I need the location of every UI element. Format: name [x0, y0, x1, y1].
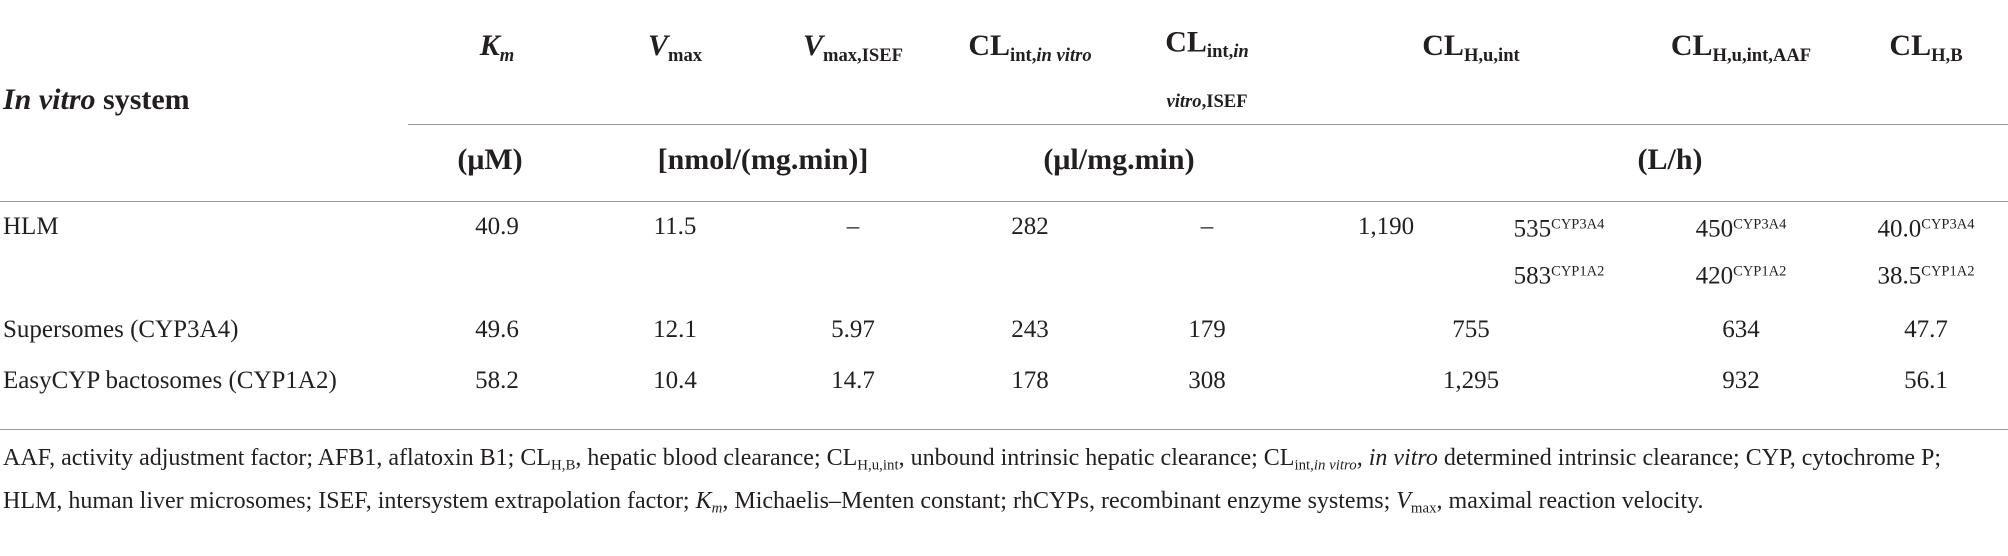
text-run: H,u,int,AAF — [1712, 44, 1812, 66]
text-run: max — [1410, 500, 1437, 517]
text-run: 40.0 — [1877, 215, 1922, 243]
footnote: AAF, activity adjustment factor; AFB1, a… — [3, 440, 1993, 527]
text-run: CYP3A4 — [1733, 216, 1787, 233]
text-run: CYP1A2 — [1921, 263, 1975, 280]
table-cell: 47.7 — [1904, 316, 1948, 343]
text-run: 38.5 — [1877, 262, 1922, 290]
text-run: int, — [1206, 41, 1234, 62]
table-cell: 243 — [1011, 316, 1049, 343]
column-header: CLH,u,int,AAF — [1671, 26, 1811, 76]
text-run: V — [802, 29, 823, 63]
text-run: determined intrinsic clearance; CYP, cyt… — [3, 445, 1942, 515]
table-cell: 40.0CYP3A4 — [1878, 210, 1975, 245]
table-cell: 10.4 — [653, 367, 697, 394]
unit-label: [nmol/(mg.min)] — [657, 143, 869, 176]
text-run: K — [479, 29, 500, 63]
table-cell: 583CYP1A2 — [1514, 257, 1605, 292]
text-run: , unbound intrinsic hepatic clearance; C… — [898, 445, 1295, 471]
table-cell: 634 — [1722, 316, 1760, 343]
table-cell: 1,295 — [1442, 367, 1500, 394]
text-run: m — [711, 500, 723, 517]
table-cell: 178 — [1011, 367, 1049, 394]
text-run: H,u,int — [1463, 44, 1520, 66]
table-cell: 38.5CYP1A2 — [1878, 257, 1975, 292]
row-label: HLM — [3, 213, 59, 240]
header-rule — [0, 201, 2008, 202]
table-cell: 179 — [1188, 316, 1226, 343]
text-run: ,ISEF — [1201, 90, 1248, 112]
unit-label: (L/h) — [1637, 143, 1703, 176]
header-rule — [408, 124, 2008, 125]
text-run: CYP1A2 — [1733, 263, 1787, 280]
row-label: Supersomes (CYP3A4) — [3, 316, 239, 343]
text-run: in vitro — [1313, 457, 1357, 474]
text-run: , maximal reaction velocity. — [1436, 488, 1704, 515]
text-run: 420 — [1695, 262, 1734, 290]
text-run: 535 — [1513, 215, 1552, 243]
column-header: Km — [480, 26, 514, 76]
text-run: , Michaelis–Menten constant; rhCYPs, rec… — [722, 488, 1397, 515]
text-run: H,B — [1931, 44, 1963, 66]
text-run: K — [695, 488, 712, 515]
text-run: H,B — [551, 457, 576, 474]
table-cell: 282 — [1011, 213, 1049, 240]
table-cell: 5.97 — [831, 316, 875, 343]
table-bottom-rule — [0, 429, 2008, 430]
text-run: CL — [968, 29, 1011, 63]
text-run: , hepatic blood clearance; CL — [575, 445, 858, 471]
text-run: int, — [1010, 44, 1037, 66]
text-run: m — [499, 44, 515, 66]
text-run: CYP3A4 — [1921, 216, 1975, 233]
text-run: In vitro — [3, 83, 96, 116]
unit-label: (μl/mg.min) — [1043, 143, 1195, 176]
unit-label: (μM) — [457, 143, 523, 176]
column-header: CLint,in vitro,ISEF — [1132, 22, 1282, 121]
table-cell: 58.2 — [475, 367, 519, 394]
text-run: CYP1A2 — [1551, 263, 1605, 280]
table-cell: 14.7 — [831, 367, 875, 394]
table-cell: 755 — [1452, 316, 1490, 343]
table-cell: – — [1200, 213, 1214, 240]
text-run: in vitro — [1166, 41, 1249, 112]
text-run: 583 — [1513, 262, 1552, 290]
table-cell: 420CYP1A2 — [1696, 257, 1787, 292]
text-run: , — [1356, 445, 1369, 471]
text-run: in vitro — [1036, 44, 1092, 66]
table-cell: 11.5 — [653, 213, 697, 240]
column-header: CLH,u,int — [1422, 26, 1520, 76]
table-cell: 535CYP3A4 — [1514, 210, 1605, 245]
text-run: V — [1396, 488, 1411, 515]
text-run: int, — [1294, 457, 1314, 474]
text-run: CL — [1165, 25, 1207, 59]
text-run: H,u,int — [857, 457, 899, 474]
column-header: CLH,B — [1889, 26, 1962, 76]
text-run: AAF, activity adjustment factor; AFB1, a… — [3, 445, 552, 471]
text-run: system — [95, 83, 190, 116]
text-run: 450 — [1695, 215, 1734, 243]
table-cell: 450CYP3A4 — [1696, 210, 1787, 245]
text-run: max,ISEF — [822, 44, 904, 66]
text-run: CL — [1889, 29, 1932, 63]
table-cell: 1,190 — [1357, 213, 1415, 240]
column-header: Vmax — [648, 26, 702, 76]
table-cell: – — [846, 213, 860, 240]
column-header: CLint,in vitro — [968, 26, 1091, 76]
table-cell: 49.6 — [475, 316, 519, 343]
table-cell: 40.9 — [475, 213, 519, 240]
stub-header: In vitro system — [3, 80, 190, 120]
text-run: V — [647, 29, 668, 63]
column-header: Vmax,ISEF — [803, 26, 903, 76]
text-run: in vitro — [1368, 445, 1438, 471]
table-cell: 12.1 — [653, 316, 697, 343]
table-cell: 932 — [1722, 367, 1760, 394]
text-run: CYP3A4 — [1551, 216, 1605, 233]
text-run: CL — [1670, 29, 1713, 63]
table-cell: 56.1 — [1904, 367, 1948, 394]
text-run: max — [667, 44, 703, 66]
table-cell: 308 — [1188, 367, 1226, 394]
row-label: EasyCYP bactosomes (CYP1A2) — [3, 367, 337, 394]
text-run: CL — [1422, 29, 1464, 63]
